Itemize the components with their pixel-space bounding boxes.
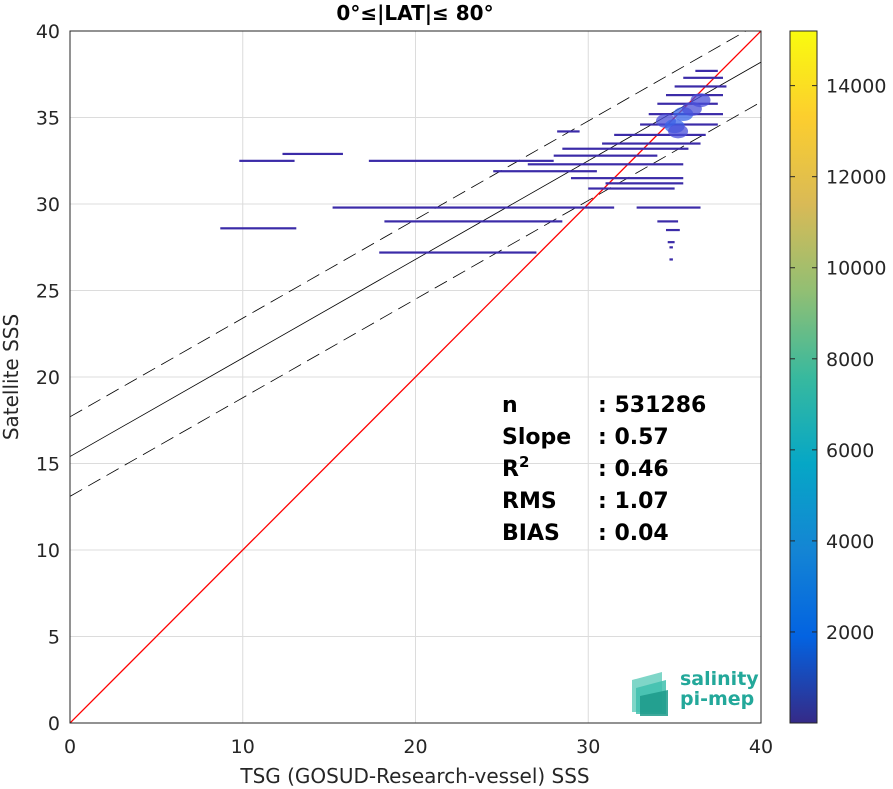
colorbar-tick-label: 6000 (826, 440, 874, 462)
density-segment (570, 177, 684, 180)
identity-line (70, 31, 761, 723)
colorbar-tick-label: 2000 (826, 622, 874, 644)
colorbar-tick-labels: 2000 4000 6000 8000 10000 12000 14000 (790, 76, 886, 644)
density-segment (493, 170, 597, 173)
stat-label: Slope (502, 425, 571, 450)
stat-value: : 0.04 (598, 521, 669, 546)
stat-value: : 0.46 (598, 457, 669, 482)
y-tick-label: 10 (36, 540, 60, 562)
density-segment (527, 163, 684, 166)
density-segment (588, 187, 675, 190)
y-axis-label: Satellite SSS (0, 314, 23, 440)
y-tick-label: 25 (36, 281, 60, 303)
density-core (668, 124, 689, 139)
density-points (220, 69, 727, 261)
x-tick-label: 40 (749, 736, 773, 758)
logo-line2: pi-mep (680, 688, 754, 710)
stat-value: : 0.57 (598, 425, 669, 450)
logo: salinity pi-mep (632, 668, 759, 716)
lower-bound-line (70, 101, 761, 497)
density-segment (669, 258, 673, 261)
stats-box: n : 531286 Slope : 0.57 R2 : 0.46 RMS : 1.07 BIA… (502, 393, 706, 546)
reference-lines (70, 31, 761, 723)
plot-frame (69, 30, 762, 724)
y-tick-label: 40 (36, 21, 60, 43)
y-tick-label: 15 (36, 454, 60, 476)
y-tick-label: 0 (48, 713, 60, 735)
y-tick-label: 35 (36, 108, 60, 130)
colorbar: 2000 4000 6000 8000 10000 12000 14000 (789, 30, 886, 724)
x-axis-label: TSG (GOSUD-Research-vessel) SSS (239, 764, 589, 788)
x-tick-label: 10 (231, 736, 255, 758)
colorbar-tick-label: 8000 (826, 349, 874, 371)
stat-label: RMS (502, 489, 557, 514)
upper-bound-line (70, 31, 747, 418)
density-segment (557, 130, 580, 133)
density-segment (220, 227, 297, 230)
colorbar-tick-label: 14000 (826, 76, 886, 98)
density-segment (379, 251, 537, 254)
density-segment (282, 152, 343, 156)
colorbar-tick-label: 4000 (826, 531, 874, 553)
density-segment (553, 154, 658, 157)
density-segment (384, 220, 563, 223)
density-segment (674, 85, 727, 88)
x-tick-label: 20 (403, 736, 427, 758)
density-segment (665, 228, 680, 232)
stat-value: : 531286 (598, 393, 706, 418)
density-segment (614, 133, 706, 136)
density-segment (602, 142, 701, 145)
y-tick-labels: 0 5 10 15 20 25 30 35 40 (36, 21, 60, 735)
density-segment (667, 241, 675, 244)
stat-label: BIAS (502, 521, 560, 546)
density-segment (368, 159, 554, 162)
density-segment (562, 147, 689, 150)
stat-label: n (502, 393, 518, 418)
chart-title: 0°≤|LAT|≤ 80° (336, 1, 493, 25)
density-segment (657, 220, 679, 223)
stat-label: R2 (502, 453, 529, 482)
x-tick-label: 30 (576, 736, 600, 758)
density-segment (332, 206, 615, 209)
logo-wave-icon (632, 672, 668, 716)
colorbar-tick-label: 10000 (826, 258, 886, 280)
colorbar-tick-label: 12000 (826, 167, 886, 189)
density-core (690, 93, 711, 108)
density-segment (239, 159, 295, 162)
y-tick-label: 20 (36, 367, 60, 389)
density-segment (695, 69, 718, 72)
density-segment (683, 76, 723, 79)
stat-value: : 1.07 (598, 489, 669, 514)
density-segment (636, 206, 701, 209)
x-tick-labels: 0 10 20 30 40 (64, 736, 773, 758)
logo-line1: salinity (680, 668, 759, 690)
regression-line (70, 61, 761, 457)
density-segment (669, 246, 673, 249)
density-segment (605, 182, 684, 185)
colorbar-gradient (789, 30, 818, 724)
y-tick-label: 30 (36, 194, 60, 216)
x-tick-label: 0 (64, 736, 76, 758)
y-tick-label: 5 (48, 627, 60, 649)
